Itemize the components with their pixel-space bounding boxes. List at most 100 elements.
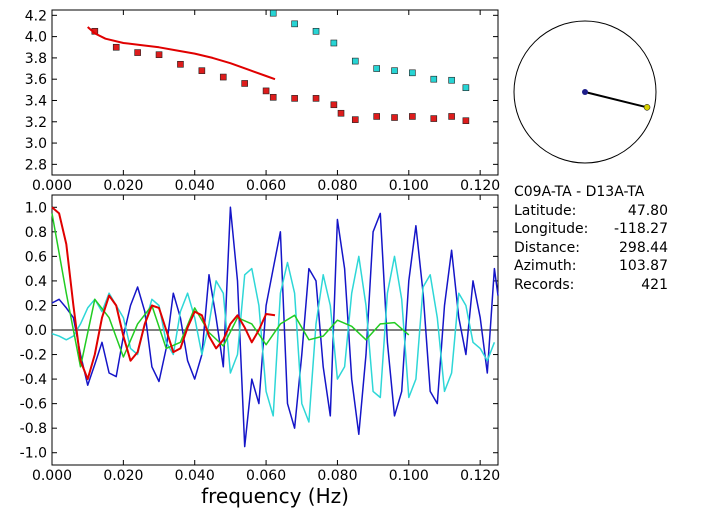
data-point [112, 43, 120, 51]
y-tick-label: 3.6 [25, 72, 47, 88]
info-row-distance: Distance: 298.44 [514, 239, 668, 258]
data-point [430, 75, 438, 83]
data-point [373, 65, 380, 72]
correlation-panel-ticks: 0.000 0.020 0.040 0.060 0.080 0.100 0.120 -1.0 -… [20, 195, 500, 484]
x-tick-label: 0.040 [175, 178, 215, 194]
x-tick-label: 0.000 [32, 178, 72, 194]
x-tick-label: 0.120 [460, 178, 500, 194]
y-tick-label: -0.6 [20, 397, 47, 413]
azimuth-circle [513, 20, 657, 164]
info-value: 298.44 [619, 239, 668, 256]
data-point [269, 93, 277, 101]
azimuth-center-dot [582, 89, 588, 95]
info-value: 103.87 [619, 258, 668, 275]
info-row-azimuth: Azimuth: 103.87 [514, 257, 668, 276]
data-point [462, 117, 470, 125]
velocity-panel: 0.000 0.020 0.040 0.060 0.080 0.100 0.120 2.8 3.… [25, 8, 500, 194]
data-point [373, 113, 380, 120]
data-point [241, 80, 248, 87]
y-tick-label: 3.2 [25, 115, 47, 131]
x-tick-label: 0.020 [103, 178, 143, 194]
y-tick-label: 4.0 [25, 30, 47, 46]
x-tick-label: 0.060 [246, 468, 286, 484]
data-point [177, 60, 184, 68]
data-point [448, 113, 455, 120]
azimuth-inset [513, 20, 657, 164]
data-point [262, 87, 270, 95]
azimuth-end-dot [643, 104, 651, 111]
series-line-3 [51, 213, 410, 368]
data-point [351, 116, 359, 123]
y-tick-label: 4.2 [25, 8, 47, 24]
info-key: Longitude: [514, 221, 589, 238]
data-point [351, 57, 359, 65]
x-tick-label: 0.080 [317, 178, 357, 194]
y-tick-label: -1.0 [20, 446, 47, 462]
x-tick-label: 0.040 [175, 468, 215, 484]
data-point [312, 27, 320, 35]
y-tick-label: -0.2 [20, 348, 47, 364]
info-value: 421 [641, 276, 668, 293]
y-tick-label: 1.0 [25, 200, 47, 216]
x-tick-label: 0.100 [389, 178, 429, 194]
y-tick-label: 0.6 [25, 249, 47, 265]
y-tick-label: 3.8 [25, 51, 47, 67]
y-tick-label: 0.0 [25, 323, 47, 339]
y-tick-label: 3.4 [25, 93, 47, 109]
info-value: -118.27 [613, 221, 668, 238]
x-tick-label: 0.080 [317, 468, 357, 484]
data-point [198, 67, 206, 74]
data-point [219, 73, 227, 81]
y-tick-label: 2.8 [25, 157, 47, 173]
y-tick-label: 0.4 [25, 274, 47, 290]
y-tick-label: 0.8 [25, 225, 47, 241]
data-point [291, 20, 298, 28]
series-line-3 [87, 26, 276, 81]
data-point [462, 84, 470, 92]
correlation-panel: 0.000 0.020 0.040 0.060 0.080 0.100 0.120 -1.0 -… [20, 194, 500, 508]
y-tick-label: 3.0 [25, 136, 47, 152]
data-point [269, 9, 277, 17]
azimuth-line [584, 91, 648, 109]
x-tick-label: 0.060 [246, 178, 286, 194]
data-point [409, 113, 416, 120]
series-line-1 [51, 206, 499, 448]
info-key: Records: [514, 276, 575, 293]
info-key: Azimuth: [514, 258, 577, 275]
info-row-latitude: Latitude: 47.80 [514, 202, 668, 221]
data-point [330, 101, 338, 109]
station-pair-title: C09A-TA - D13A-TA [514, 184, 645, 200]
velocity-panel-frame [51, 9, 499, 176]
x-tick-label: 0.020 [103, 468, 143, 484]
y-tick-label: -0.8 [20, 421, 47, 437]
info-row-records: Records: 421 [514, 276, 668, 295]
data-point [391, 114, 398, 121]
y-tick-label: 0.2 [25, 298, 47, 314]
data-point [330, 39, 338, 47]
correlation-panel-series [51, 206, 499, 448]
velocity-panel-ticks: 0.000 0.020 0.040 0.060 0.080 0.100 0.120 2.8 3.… [25, 8, 500, 194]
data-point [409, 69, 416, 77]
data-point [291, 95, 298, 102]
info-row-longitude: Longitude: -118.27 [514, 220, 668, 239]
velocity-panel-series [87, 9, 470, 125]
info-key: Distance: [514, 239, 580, 256]
series-line-2 [51, 255, 496, 423]
data-point [312, 95, 320, 102]
data-point [134, 49, 141, 56]
info-key: Latitude: [514, 202, 577, 219]
x-axis-title: frequency (Hz) [201, 484, 349, 508]
data-point [391, 67, 398, 74]
series-line-4 [51, 206, 276, 381]
data-point [155, 51, 163, 59]
data-point [448, 76, 455, 84]
data-point [430, 115, 438, 122]
y-tick-label: -0.4 [20, 372, 47, 388]
station-info: C09A-TA - D13A-TA Latitude: 47.80 Longitu… [514, 183, 668, 295]
data-point [337, 109, 345, 117]
x-tick-label: 0.120 [460, 468, 500, 484]
x-tick-label: 0.000 [32, 468, 72, 484]
x-tick-label: 0.100 [389, 468, 429, 484]
info-value: 47.80 [627, 202, 668, 219]
